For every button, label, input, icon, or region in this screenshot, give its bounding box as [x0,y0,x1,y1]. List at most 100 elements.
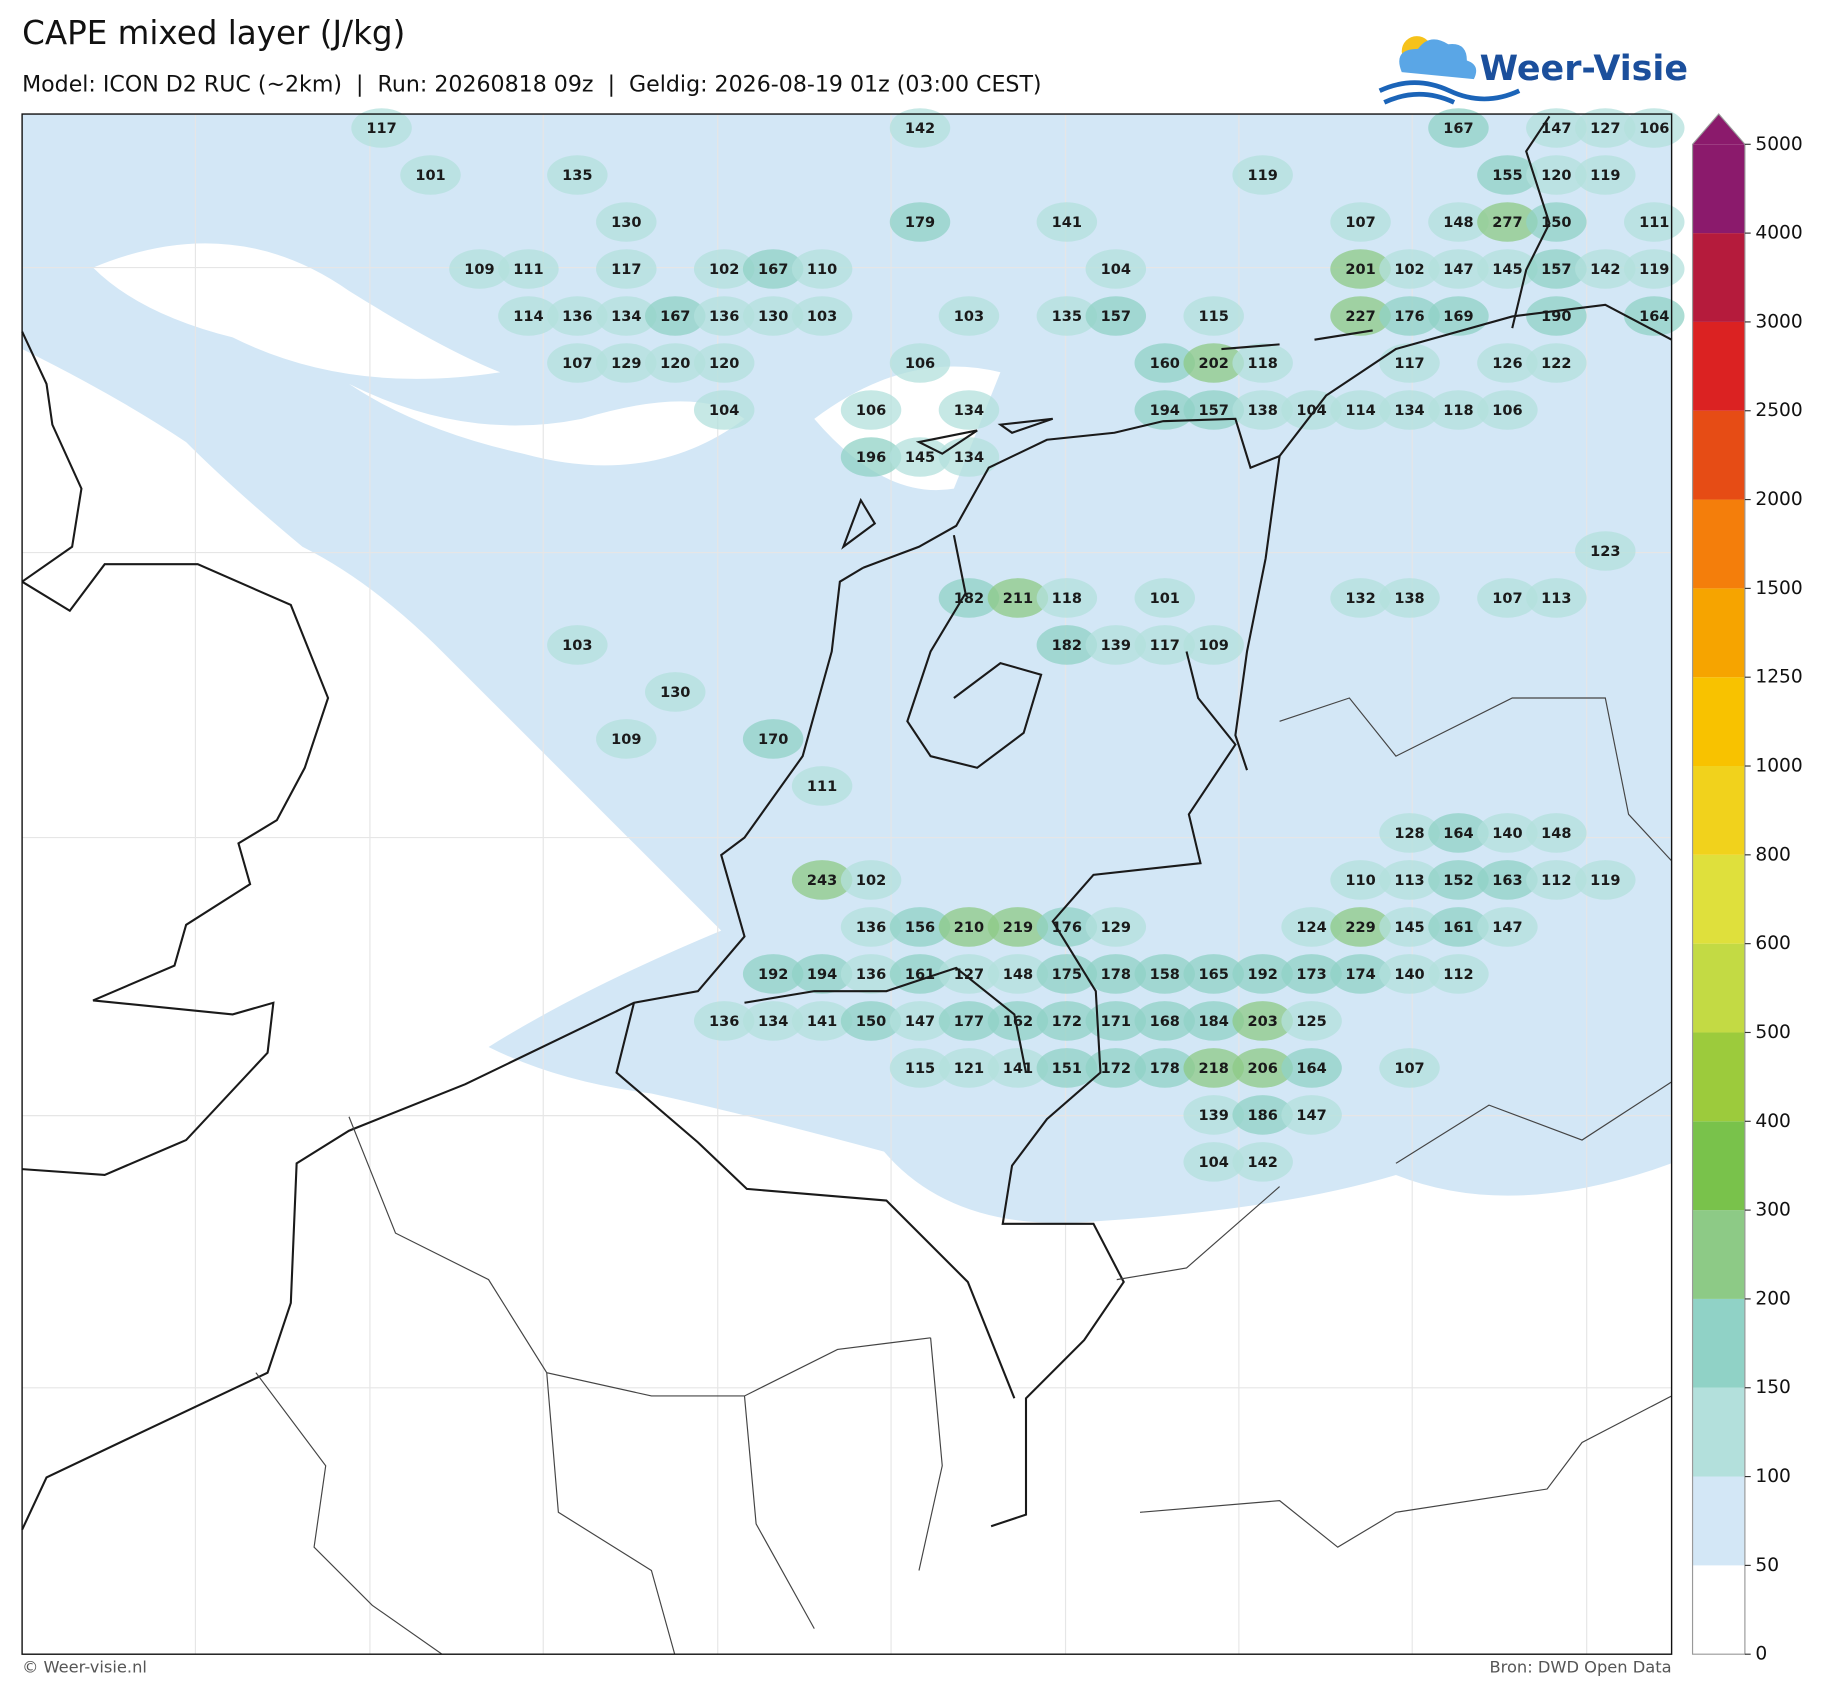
cape-cell [987,907,1049,947]
cape-cell [1134,1001,1195,1041]
map-frame [21,113,1673,1655]
cape-cell [791,249,853,289]
cape-cell [840,907,902,947]
cape-value: 206 [1247,1061,1277,1077]
cape-cell [1183,1142,1244,1182]
cape-value: 107 [1492,591,1522,607]
cape-value: 115 [905,1061,935,1077]
cape-value: 140 [1492,826,1522,842]
cape-cell [987,1048,1049,1088]
cape-value: 139 [1199,1108,1229,1124]
cape-cell [840,860,902,900]
cape-value: 147 [1541,121,1571,137]
cape-value: 162 [1003,1014,1033,1030]
cape-cell [596,202,657,242]
cape-cell [1477,578,1538,618]
cape-value: 176 [1052,920,1082,936]
cape-value: 101 [415,168,445,184]
cape-cell [1428,296,1489,336]
cape-cell [1232,155,1293,195]
cape-value: 202 [1199,356,1229,372]
cape-value: 119 [1590,168,1620,184]
cape-value: 117 [366,121,396,137]
cape-value: 115 [1199,309,1229,325]
cape-value: 102 [856,873,886,889]
cape-value: 142 [1590,262,1620,278]
cape-value: 169 [1443,309,1473,325]
cape-highlights [351,108,1685,1182]
cape-cell [400,155,461,195]
cape-cell [1085,954,1147,994]
cape-value: 101 [1150,591,1180,607]
cape-cell [1232,343,1293,383]
cape-value: 107 [562,356,592,372]
cape-cell [1477,390,1538,430]
cape-value: 130 [758,309,788,325]
cape-cell [1232,1095,1293,1135]
cape-cell [1477,860,1538,900]
cape-cell [1575,249,1636,289]
cape-value: 118 [1247,356,1277,372]
cape-cell [1232,1001,1293,1041]
cape-cell [1330,390,1391,430]
cape-cell [1526,202,1587,242]
cape-value: 147 [905,1014,935,1030]
cape-cell [742,249,804,289]
logo-text: Weer-Visie [1480,49,1688,89]
cape-value: 179 [905,215,935,231]
cape-value: 175 [1052,967,1082,983]
cape-value: 182 [954,591,984,607]
cape-value: 147 [1492,920,1522,936]
cape-value: 211 [1003,591,1033,607]
cape-cell [1330,249,1391,289]
cape-value: 114 [1345,403,1375,419]
cape-cell [791,954,853,994]
cape-cell [693,296,755,336]
cape-value: 136 [709,1014,739,1030]
cape-cell [1428,860,1489,900]
cape-cell [449,249,510,289]
cape-cell [938,390,1000,430]
cape-cell [596,343,657,383]
cape-cell [1575,531,1636,571]
cape-value: 139 [1101,638,1131,654]
cape-cell [1477,202,1538,242]
cape-cell [889,954,951,994]
cape-cell [889,907,951,947]
cape-value: 157 [1199,403,1229,419]
cape-value: 138 [1394,591,1424,607]
cape-value: 152 [1443,873,1473,889]
cape-cell [1085,1001,1147,1041]
cape-cell [889,202,951,242]
cape-value: 145 [1492,262,1522,278]
cape-value: 138 [1247,403,1277,419]
cape-cell [1281,390,1342,430]
cape-value: 106 [1639,121,1669,137]
cape-value: 104 [1296,403,1326,419]
cape-cell [1036,907,1098,947]
cape-value: 114 [513,309,543,325]
footer-source: Bron: DWD Open Data [1489,1658,1671,1677]
cape-cell [742,1001,804,1041]
cape-cell [1085,249,1147,289]
cape-value: 117 [611,262,641,278]
cape-value: 171 [1101,1014,1131,1030]
cape-value: 192 [758,967,788,983]
cape-cell [693,1001,755,1041]
cape-cell [1183,625,1244,665]
border [615,966,1028,1399]
cape-value: 156 [905,920,935,936]
cape-value: 277 [1492,215,1522,231]
coastline [21,563,330,1177]
cape-cell [645,672,706,712]
cape-cell [889,343,951,383]
colorbar-segment [1692,943,1745,1033]
cape-cell [1281,1048,1342,1088]
colorbar-tick-label: 300 [1755,1200,1791,1221]
colorbar-tick-label: 600 [1755,933,1791,954]
cape-cell [1183,954,1244,994]
cape-value: 182 [1052,638,1082,654]
cape-value: 106 [856,403,886,419]
colorbar-tick-label: 150 [1755,1377,1791,1398]
